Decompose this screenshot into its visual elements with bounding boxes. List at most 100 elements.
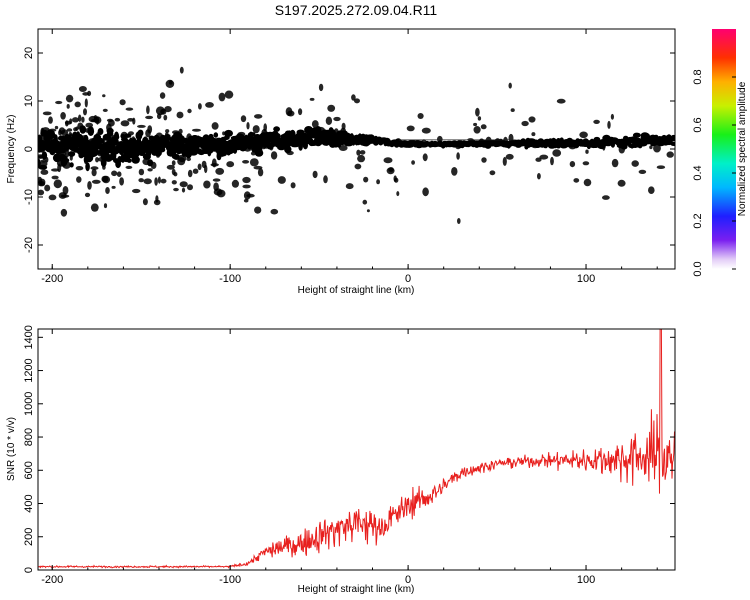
heatmap-cell — [406, 125, 415, 132]
heatmap-cell — [218, 92, 226, 102]
heatmap-cells — [38, 66, 675, 224]
heatmap-cell — [362, 199, 368, 205]
heatmap-cell — [157, 176, 161, 184]
colorbar — [712, 29, 736, 269]
heatmap-cell — [116, 171, 122, 177]
snr-series-line — [38, 329, 675, 569]
heatmap-cell — [359, 150, 366, 155]
y-tick-label: -20 — [23, 237, 35, 253]
heatmap-cell — [213, 188, 223, 196]
heatmap-cell — [521, 120, 529, 127]
heatmap-cell — [318, 83, 324, 92]
y-tick-label: 1400 — [23, 325, 35, 349]
y-tick-label: 200 — [23, 528, 35, 546]
heatmap-cell — [101, 175, 109, 183]
x-tick-label: -100 — [219, 574, 241, 586]
y-tick-label: -10 — [23, 189, 35, 205]
heatmap-cell — [550, 156, 554, 166]
heatmap-cell — [417, 113, 424, 119]
y-tick-label: 1200 — [23, 358, 35, 382]
heatmap-cell — [396, 191, 400, 197]
heatmap-cell — [552, 149, 562, 157]
heatmap-cell — [138, 168, 145, 176]
heatmap-cell — [351, 94, 356, 101]
heatmap-cell — [155, 106, 165, 116]
heatmap-cell — [254, 206, 262, 214]
heatmap-cell — [147, 125, 153, 134]
heatmap-cell — [537, 173, 541, 180]
heatmap-cell — [103, 203, 108, 209]
heatmap-cell — [125, 165, 133, 169]
heatmap-cell — [166, 164, 175, 170]
heatmap-cell — [345, 183, 354, 190]
heatmap-cell — [177, 157, 186, 166]
heatmap-cell — [556, 98, 566, 104]
heatmap-cell — [81, 116, 85, 123]
y-tick-label: 10 — [23, 95, 35, 107]
heatmap-cell — [79, 125, 87, 134]
heatmap-cell — [593, 136, 601, 141]
heatmap-cell — [215, 167, 225, 175]
heatmap-cell — [100, 158, 107, 168]
heatmap-cell — [187, 108, 192, 114]
heatmap-cell — [111, 185, 116, 189]
heatmap-cell — [41, 151, 48, 160]
heatmap-ylabel: Frequency (Hz) — [6, 115, 17, 184]
heatmap-cell — [125, 107, 134, 111]
heatmap-cell — [57, 163, 62, 173]
heatmap-cell — [87, 90, 92, 97]
heatmap-cell — [147, 159, 154, 167]
heatmap-cell — [69, 118, 73, 125]
snr-ylabel: SNR (10 * v/v) — [6, 417, 17, 481]
heatmap-cell — [159, 92, 166, 99]
heatmap-cell — [473, 122, 478, 127]
heatmap-cell — [48, 194, 57, 201]
heatmap-cell — [102, 108, 108, 112]
heatmap-cell — [510, 108, 515, 112]
heatmap-cell — [90, 203, 99, 212]
heatmap-cell — [213, 132, 219, 138]
heatmap-cell — [171, 160, 176, 166]
heatmap-cell — [171, 153, 180, 160]
heatmap-cell — [393, 175, 397, 182]
heatmap-cell — [231, 179, 239, 188]
heatmap-cell — [451, 167, 458, 176]
heatmap-cell — [528, 116, 536, 123]
heatmap-cell — [240, 115, 247, 123]
heatmap-cell — [480, 124, 487, 130]
heatmap-cell — [311, 120, 319, 129]
heatmap-cell — [38, 158, 41, 168]
heatmap-cell — [284, 145, 292, 154]
heatmap-cell — [39, 181, 43, 186]
heatmap-cell — [388, 167, 394, 172]
heatmap-cell — [131, 155, 140, 164]
heatmap-cell — [354, 163, 362, 170]
x-tick-label: 0 — [405, 273, 411, 285]
heatmap-cell — [132, 188, 141, 194]
heatmap-cell — [582, 161, 590, 166]
heatmap-cell — [114, 131, 119, 141]
heatmap-cell — [74, 101, 81, 108]
heatmap-cell — [96, 137, 105, 145]
heatmap-cell — [164, 134, 171, 139]
heatmap-cell — [356, 149, 361, 156]
y-tick-label: 0 — [23, 567, 35, 573]
heatmap-cell — [58, 127, 66, 135]
heatmap-cell — [649, 145, 653, 150]
heatmap-cell — [327, 104, 336, 112]
heatmap-cell — [653, 143, 661, 153]
heatmap-cell — [88, 115, 98, 123]
heatmap-cell — [51, 175, 59, 180]
heatmap-cell — [585, 149, 589, 154]
heatmap-cell — [309, 97, 315, 101]
heatmap-cell — [602, 195, 610, 200]
heatmap-cell — [481, 157, 487, 163]
heatmap-cell — [48, 116, 53, 124]
heatmap-cell — [119, 99, 126, 106]
x-tick-label: -200 — [41, 273, 63, 285]
heatmap-cell — [168, 80, 173, 85]
heatmap-cell — [120, 120, 130, 127]
heatmap-cell — [164, 106, 172, 113]
heatmap-cell — [666, 151, 674, 158]
heatmap-cell — [78, 114, 82, 122]
